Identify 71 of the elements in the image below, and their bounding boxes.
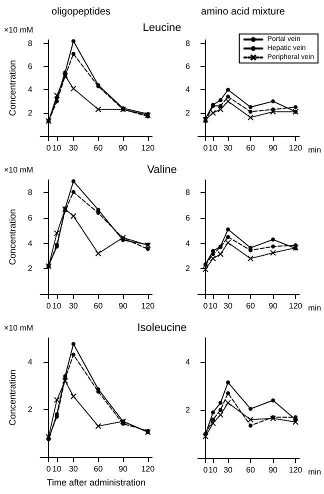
y-tick-label: 4 xyxy=(186,238,191,248)
x-tick-label: 120 xyxy=(288,144,303,152)
y-tick-label: 4 xyxy=(186,358,191,366)
chart-subtitle: Leucine xyxy=(142,22,182,34)
x-tick-label: 120 xyxy=(288,302,303,310)
x-tick-label: 0 xyxy=(46,464,52,474)
y-axis-title: Concentration xyxy=(8,370,18,426)
x-tick-label: 90 xyxy=(118,464,128,474)
x-tick-label: 0 xyxy=(46,302,52,310)
text: ×10 mM xyxy=(4,324,34,332)
chart-title: oligopeptides xyxy=(52,6,110,18)
x-tick-label: 120 xyxy=(141,464,156,474)
y-tick-label: 8 xyxy=(28,188,33,198)
x-tick-label: 0 xyxy=(203,302,208,310)
x-tick-label: 10 xyxy=(208,302,218,310)
x-axis-title: min xyxy=(308,304,322,312)
x-tick-label: 60 xyxy=(246,144,256,152)
x-tick-label: 10 xyxy=(208,466,218,474)
x-tick-label: 30 xyxy=(68,464,78,474)
y-tick-label: 6 xyxy=(186,62,191,72)
y-tick-label: 8 xyxy=(186,188,191,198)
y-tick-label: 8 xyxy=(186,38,191,48)
x-tick-label: 10 xyxy=(52,144,62,152)
y-tick-label: 4 xyxy=(28,85,33,94)
x-tick-label: 90 xyxy=(118,144,128,152)
x-axis-title: min xyxy=(308,468,322,476)
y-tick-label: 2 xyxy=(28,264,33,274)
y-tick-label: 4 xyxy=(28,238,33,248)
y-tick-label: 2 xyxy=(28,108,33,118)
x-tick-label: 60 xyxy=(94,302,104,310)
chart-subtitle: Isoleucine xyxy=(137,322,187,334)
x-axis-title: Time after administration xyxy=(46,478,146,488)
x-tick-label: 120 xyxy=(141,302,156,310)
x-tick-label: 30 xyxy=(224,144,234,152)
x-tick-label: 0 xyxy=(203,144,208,152)
y-tick-label: 6 xyxy=(28,214,33,222)
x-tick-label: 90 xyxy=(268,466,278,474)
y-tick-label: 6 xyxy=(186,214,191,222)
x-tick-label: 10 xyxy=(208,144,218,152)
x-tick-label: 30 xyxy=(224,302,234,310)
text: ×10 mM xyxy=(4,166,34,174)
y-tick-label: 2 xyxy=(186,406,191,414)
x-tick-label: 120 xyxy=(141,144,156,152)
y-tick-label: 4 xyxy=(28,357,33,366)
y-tick-label: 8 xyxy=(28,38,33,48)
y-tick-label: 6 xyxy=(28,62,33,72)
text: ×10 mM xyxy=(4,26,34,34)
y-tick-label: 2 xyxy=(28,404,33,414)
x-tick-label: 60 xyxy=(246,302,256,310)
y-tick-label: 4 xyxy=(186,85,191,94)
x-tick-label: 60 xyxy=(94,144,104,152)
x-tick-label: 60 xyxy=(246,466,256,474)
x-tick-label: 120 xyxy=(288,466,303,474)
y-tick-label: 2 xyxy=(186,264,191,274)
x-tick-label: 0 xyxy=(46,144,52,152)
y-axis-title: Concentration xyxy=(8,60,18,116)
x-tick-label: 10 xyxy=(52,464,62,474)
x-tick-label: 30 xyxy=(68,302,78,310)
x-axis-title: min xyxy=(308,146,322,154)
chart-title: amino acid mixture xyxy=(201,6,286,18)
x-tick-label: 30 xyxy=(224,466,234,474)
chart-subtitle: Valine xyxy=(147,164,177,176)
x-tick-label: 90 xyxy=(118,302,128,310)
x-tick-label: 90 xyxy=(268,302,278,310)
x-tick-label: 30 xyxy=(68,144,78,152)
x-tick-label: 90 xyxy=(268,144,278,152)
y-axis-title: Concentration xyxy=(8,208,18,266)
x-tick-label: 60 xyxy=(94,464,104,474)
x-tick-label: 0 xyxy=(203,466,208,474)
x-tick-label: 10 xyxy=(52,302,62,310)
y-tick-label: 2 xyxy=(186,108,191,118)
